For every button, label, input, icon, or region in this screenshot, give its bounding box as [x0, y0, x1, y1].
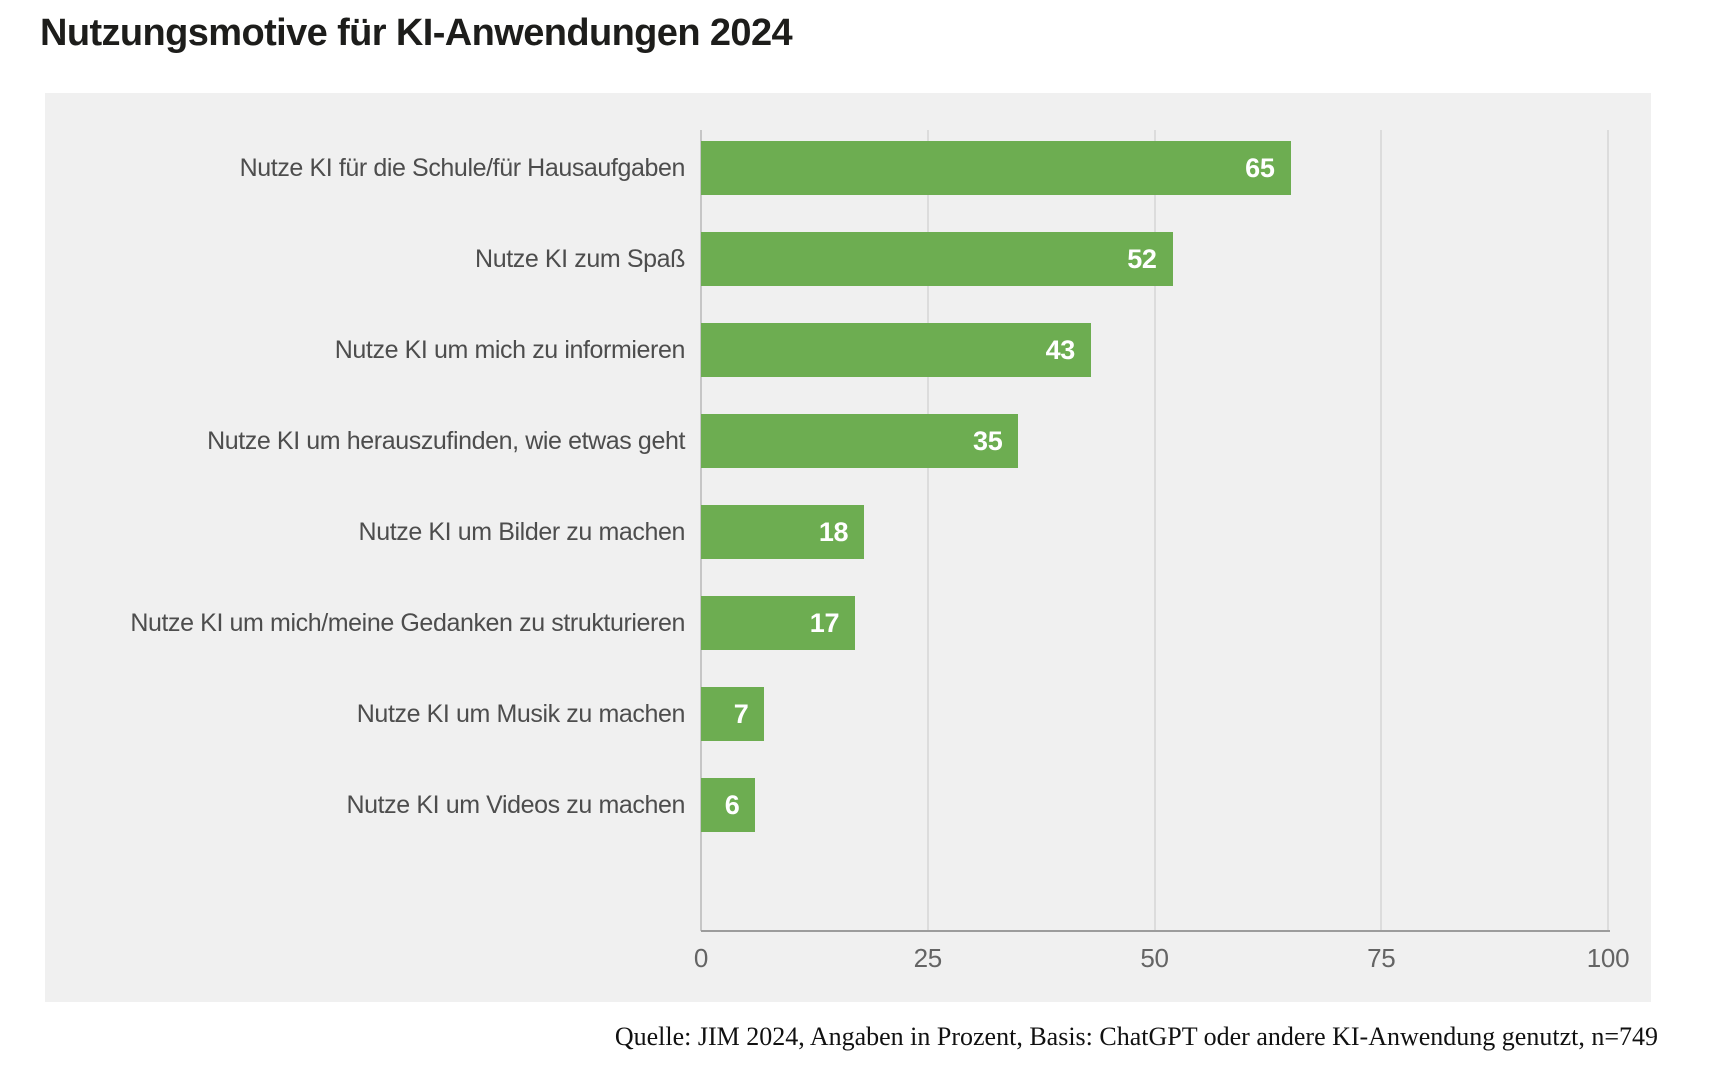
chart-row: Nutze KI um Musik zu machen 7 [45, 687, 1608, 741]
x-tick-label: 0 [693, 943, 709, 973]
bar-value-label: 35 [973, 425, 1003, 456]
category-label: Nutze KI für die Schule/für Hausaufgaben [239, 153, 686, 182]
chart-row: Nutze KI um Videos zu machen 6 [45, 778, 1608, 832]
bar: 43 [701, 323, 1091, 377]
gridline [1380, 130, 1383, 931]
gridline [1153, 130, 1156, 931]
bar-track: 18 [701, 505, 1608, 559]
chart-row: Nutze KI um mich/meine Gedanken zu struk… [45, 596, 1608, 650]
chart-row: Nutze KI für die Schule/für Hausaufgaben… [45, 141, 1608, 195]
x-tick-label: 75 [1367, 943, 1396, 973]
category-label: Nutze KI zum Spaß [475, 244, 685, 273]
category-label: Nutze KI um Musik zu machen [356, 699, 686, 728]
gridline [926, 130, 929, 931]
bar-track: 52 [701, 232, 1608, 286]
x-tick-label: 25 [913, 943, 943, 973]
bar-track: 43 [701, 323, 1608, 377]
bar: 18 [701, 505, 865, 559]
bar: 35 [701, 414, 1019, 468]
bar: 17 [701, 596, 856, 650]
bar-value-label: 43 [1045, 334, 1076, 365]
x-tick-label: 100 [1586, 943, 1630, 973]
chart-row: Nutze KI zum Spaß 52 [45, 232, 1608, 286]
page-title: Nutzungsmotive für KI-Anwendungen 2024 [40, 12, 793, 54]
source-note: Quelle: JIM 2024, Angaben in Prozent, Ba… [614, 1022, 1658, 1051]
chart-row: Nutze KI um Bilder zu machen 18 [45, 505, 1608, 559]
bar-track: 7 [701, 687, 1608, 741]
chart-row: Nutze KI um herauszufinden, wie etwas ge… [45, 414, 1608, 468]
bar: 65 [701, 141, 1291, 195]
bar: 7 [701, 687, 765, 741]
category-label: Nutze KI um Bilder zu machen [358, 517, 686, 546]
category-label: Nutze KI um mich zu informieren [334, 335, 686, 364]
chart-panel: 0 25 50 75 100 Nutze KI für die Schule/für Ha… [45, 93, 1651, 1002]
category-label: Nutze KI um herauszufinden, wie etwas ge… [207, 426, 685, 455]
category-label: Nutze KI um Videos zu machen [346, 790, 685, 819]
bar: 52 [701, 232, 1173, 286]
chart-row: Nutze KI um mich zu informieren 43 [45, 323, 1608, 377]
bar-value-label: 52 [1127, 243, 1157, 274]
bar-value-label: 18 [818, 516, 849, 547]
bar-track: 17 [701, 596, 1608, 650]
bar-track: 35 [701, 414, 1608, 468]
bar-value-label: 6 [724, 789, 740, 820]
bar-value-label: 17 [809, 607, 840, 638]
bar: 6 [701, 778, 756, 832]
bar-track: 65 [701, 141, 1608, 195]
category-label: Nutze KI um mich/meine Gedanken zu struk… [130, 608, 685, 637]
x-axis-line [701, 930, 1610, 932]
bar-value-label: 65 [1245, 152, 1275, 183]
x-tick-label: 50 [1140, 943, 1169, 973]
gridline [1607, 130, 1609, 931]
bar-value-label: 7 [733, 698, 749, 729]
bar-track: 6 [701, 778, 1608, 832]
